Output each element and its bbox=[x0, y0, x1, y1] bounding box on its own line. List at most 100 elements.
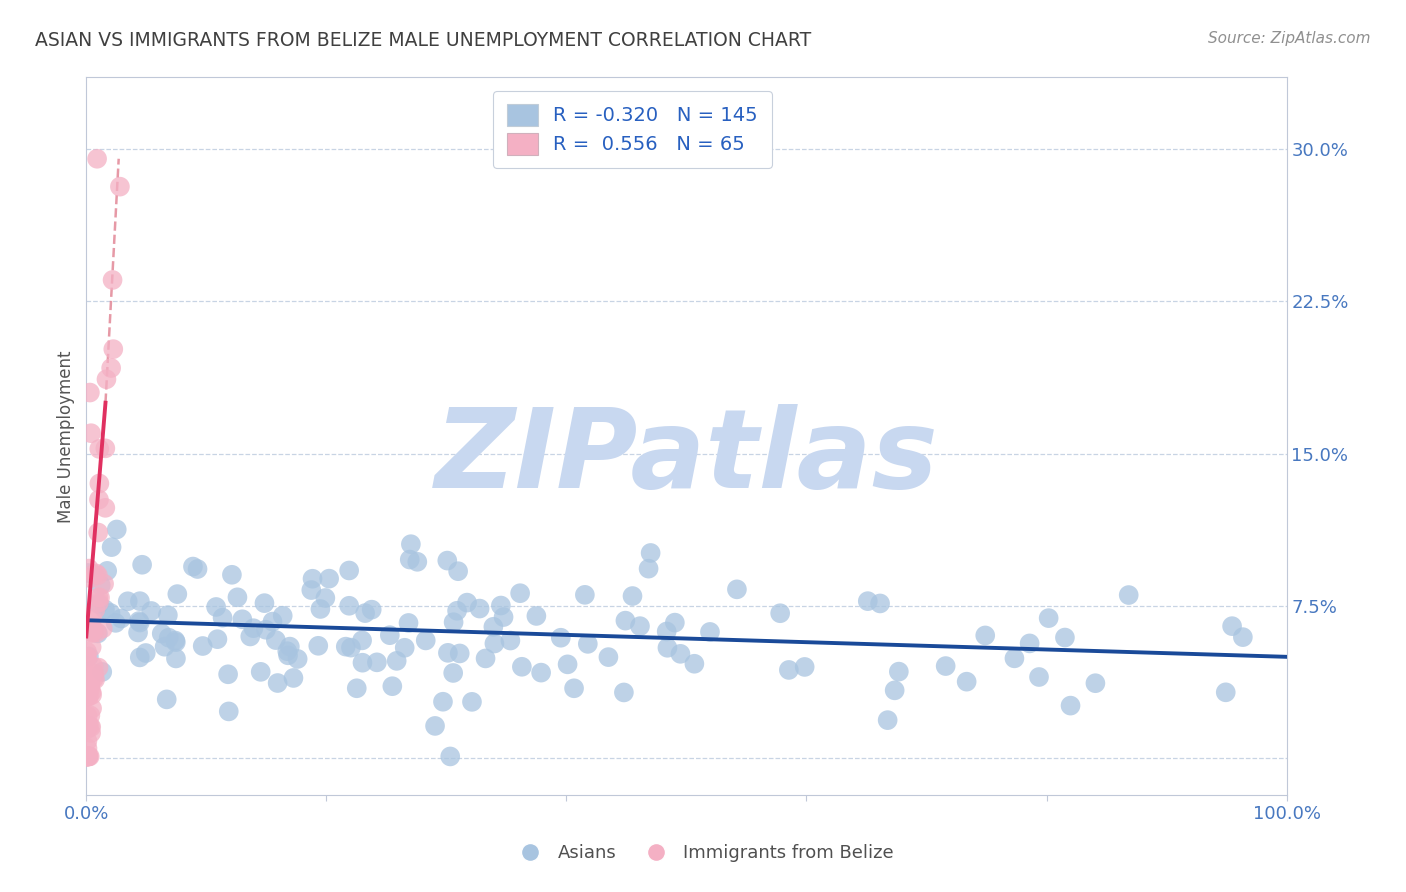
Point bbox=[80, 426, 103, 441]
Text: Source: ZipAtlas.com: Source: ZipAtlas.com bbox=[1208, 31, 1371, 46]
Point bbox=[117, 594, 139, 608]
Point bbox=[76, 749, 98, 764]
Point bbox=[1038, 611, 1060, 625]
Point bbox=[550, 631, 572, 645]
Point bbox=[128, 614, 150, 628]
Point bbox=[887, 665, 910, 679]
Point bbox=[218, 705, 240, 719]
Point bbox=[165, 635, 187, 649]
Point bbox=[778, 663, 800, 677]
Point bbox=[83, 660, 105, 674]
Point bbox=[76, 734, 98, 748]
Point bbox=[530, 665, 553, 680]
Point bbox=[79, 385, 101, 400]
Point bbox=[443, 615, 465, 630]
Point bbox=[76, 749, 98, 764]
Point bbox=[883, 683, 905, 698]
Point bbox=[79, 719, 101, 733]
Point bbox=[108, 179, 131, 194]
Point bbox=[135, 646, 157, 660]
Point bbox=[598, 650, 620, 665]
Point bbox=[510, 660, 533, 674]
Point bbox=[793, 660, 815, 674]
Point bbox=[1018, 636, 1040, 650]
Point bbox=[207, 632, 229, 647]
Point bbox=[96, 564, 118, 578]
Point bbox=[79, 679, 101, 693]
Point bbox=[217, 667, 239, 681]
Point bbox=[354, 606, 377, 620]
Point bbox=[398, 615, 420, 630]
Point bbox=[1232, 630, 1254, 644]
Point bbox=[186, 562, 208, 576]
Point bbox=[366, 656, 388, 670]
Point bbox=[150, 626, 173, 640]
Point bbox=[655, 624, 678, 639]
Point bbox=[399, 537, 422, 551]
Point bbox=[77, 749, 100, 764]
Point bbox=[231, 612, 253, 626]
Point bbox=[156, 608, 179, 623]
Point bbox=[266, 676, 288, 690]
Point bbox=[87, 568, 110, 582]
Point bbox=[299, 583, 322, 598]
Point bbox=[499, 633, 522, 648]
Point bbox=[76, 650, 98, 665]
Point bbox=[76, 566, 98, 580]
Point bbox=[79, 678, 101, 692]
Point bbox=[276, 644, 298, 658]
Point bbox=[77, 622, 100, 636]
Point bbox=[76, 709, 98, 723]
Point bbox=[277, 648, 299, 663]
Point bbox=[90, 578, 112, 592]
Point bbox=[1084, 676, 1107, 690]
Point bbox=[77, 561, 100, 575]
Point bbox=[1118, 588, 1140, 602]
Point bbox=[141, 604, 163, 618]
Point bbox=[628, 619, 651, 633]
Point bbox=[87, 492, 110, 507]
Y-axis label: Male Unemployment: Male Unemployment bbox=[58, 350, 75, 523]
Point bbox=[77, 677, 100, 691]
Point bbox=[394, 640, 416, 655]
Point bbox=[181, 559, 204, 574]
Point bbox=[869, 597, 891, 611]
Point bbox=[80, 685, 103, 699]
Point bbox=[309, 602, 332, 616]
Point bbox=[80, 673, 103, 688]
Point bbox=[79, 681, 101, 696]
Point bbox=[253, 596, 276, 610]
Point bbox=[94, 442, 117, 456]
Point bbox=[84, 602, 107, 616]
Point bbox=[456, 596, 478, 610]
Point bbox=[574, 588, 596, 602]
Point bbox=[242, 621, 264, 635]
Point bbox=[83, 672, 105, 686]
Point bbox=[439, 749, 461, 764]
Point bbox=[156, 692, 179, 706]
Point bbox=[249, 665, 271, 679]
Point bbox=[307, 639, 329, 653]
Point bbox=[449, 647, 471, 661]
Point bbox=[1215, 685, 1237, 699]
Point bbox=[76, 645, 98, 659]
Point bbox=[129, 594, 152, 608]
Point bbox=[437, 646, 460, 660]
Point bbox=[80, 571, 103, 585]
Point bbox=[100, 540, 122, 554]
Point bbox=[87, 597, 110, 611]
Point bbox=[89, 442, 111, 456]
Point bbox=[1059, 698, 1081, 713]
Point bbox=[89, 476, 111, 491]
Point bbox=[80, 613, 103, 627]
Point bbox=[415, 633, 437, 648]
Point bbox=[378, 628, 401, 642]
Point bbox=[1053, 631, 1076, 645]
Point bbox=[381, 679, 404, 693]
Point bbox=[104, 615, 127, 630]
Point bbox=[80, 726, 103, 740]
Point bbox=[205, 599, 228, 614]
Point bbox=[76, 723, 98, 737]
Text: ASIAN VS IMMIGRANTS FROM BELIZE MALE UNEMPLOYMENT CORRELATION CHART: ASIAN VS IMMIGRANTS FROM BELIZE MALE UNE… bbox=[35, 31, 811, 50]
Point bbox=[613, 685, 636, 699]
